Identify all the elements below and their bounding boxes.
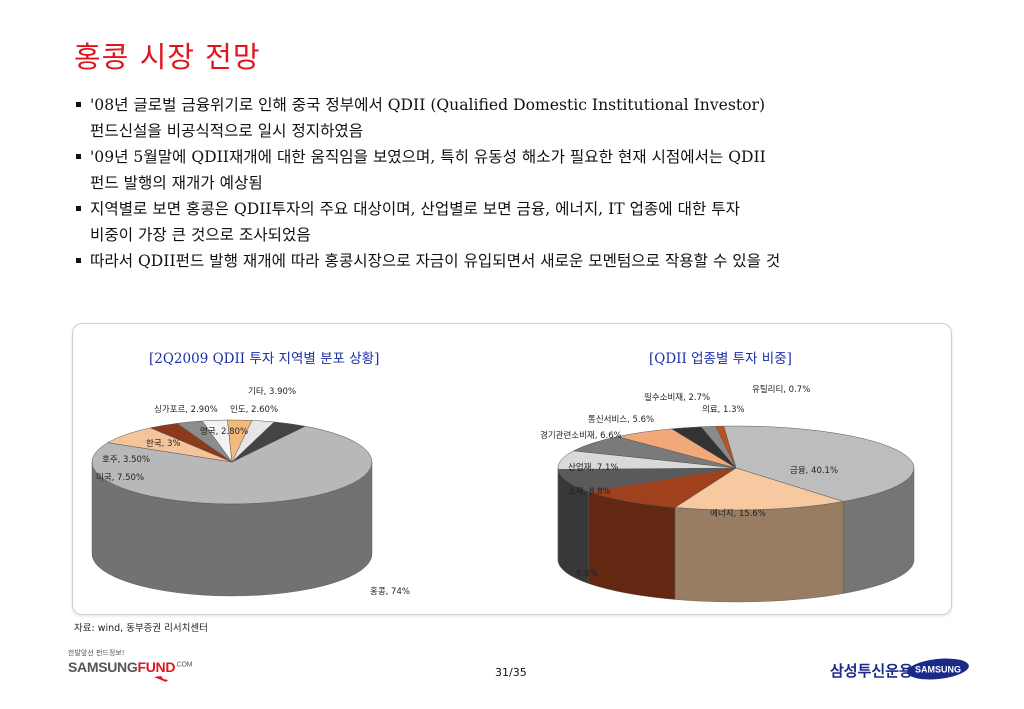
page-number: 31/35 <box>495 666 527 679</box>
samsungfund-logo[interactable]: SAMSUNGFUND.COM <box>68 659 193 675</box>
pie-slice-label: 산업재, 7.1% <box>568 462 618 473</box>
bullet-text-cont: 비중이 가장 큰 것으로 조사되었음 <box>90 226 311 244</box>
pie-slice-label: 기타, 3.90% <box>248 387 296 397</box>
bullet-text-cont: 펀드 발행의 재개가 예상됨 <box>90 174 263 192</box>
bullet-list: '08년 글로벌 금융위기로 인해 중국 정부에서 QDII (Qualifie… <box>74 92 994 274</box>
pie-slice <box>723 425 915 502</box>
pie-slice-label: 유틸리티, 0.7% <box>752 385 810 395</box>
samsung-logo-text: SAMSUNG <box>915 665 961 675</box>
pie-slice-label: 통신서비스, 5.6% <box>588 415 654 425</box>
pie-side-wall <box>588 491 676 600</box>
pie-slice-label: 인도, 2.60% <box>230 404 278 415</box>
pie-slice-label: 미국, 7.50% <box>96 473 144 483</box>
pie-slice-label: 경기관련소비재, 6.6% <box>540 430 622 441</box>
logo-main: SAMSUNG <box>68 659 138 675</box>
pie-slice <box>557 467 737 492</box>
pie-slice-label: 의료, 1.3% <box>702 404 745 415</box>
pie-slice-label: 영국, 2.80% <box>200 426 248 437</box>
pie-slice <box>231 421 307 463</box>
samsung-logo: SAMSUNG <box>907 658 969 680</box>
pie-slice-label: 9.8% <box>576 569 598 579</box>
bullet-text: 따라서 QDII펀드 발행 재개에 따라 홍콩시장으로 자금이 유입되면서 새로… <box>90 252 781 270</box>
logo-accent: FUND <box>137 659 176 675</box>
source-note: 자료: wind, 동부증권 리서치센터 <box>74 623 208 634</box>
bullet-text: '09년 5월말에 QDII재개에 대한 움직임을 보였으며, 특히 유동성 해… <box>90 148 766 166</box>
pie-slice-label: 에너지, 15.6% <box>710 508 766 519</box>
brand-name-kr: 삼성투신운용 <box>830 662 913 680</box>
sector-pie-chart: 금융, 40.1% 에너지, 15.6% 9.8% 소재, 8.8% 산업재, 7.1%… <box>540 385 915 603</box>
logo-sup: .COM <box>175 661 193 669</box>
footer-tagline: 한발앞선 펀드정보! <box>68 649 125 657</box>
logo-arrow-icon <box>154 676 168 682</box>
bullet-item: 지역별로 보면 홍콩은 QDII투자의 주요 대상이며, 산업별로 보면 금융,… <box>74 196 994 248</box>
pie-slice-label: 싱가포르, 2.90% <box>154 404 218 415</box>
pie-slice <box>715 425 737 469</box>
pie-slice-label: 소재, 8.8% <box>568 487 611 497</box>
pie-slice-label: 금융, 40.1% <box>790 466 838 476</box>
pie-slice <box>91 425 373 505</box>
pie-slice-label: 호주, 3.50% <box>102 455 150 465</box>
pie-slice-label: 필수소비재, 2.7% <box>644 392 710 403</box>
chart-title-sector: [QDII 업종별 투자 비중] <box>649 351 792 367</box>
pie-slice <box>588 467 737 508</box>
bullet-item: '09년 5월말에 QDII재개에 대한 움직임을 보였으며, 특히 유동성 해… <box>74 144 994 196</box>
bullet-text-cont: 펀드신설을 비공식적으로 일시 정지하였음 <box>90 122 364 140</box>
page-title: 홍콩 시장 전망 <box>74 40 261 74</box>
pie-slice <box>674 467 844 511</box>
region-pie-chart: 홍콩, 74% 미국, 7.50% 호주, 3.50% 한국, 3% 싱가포르, 2.9… <box>91 387 410 597</box>
chart-panel <box>72 323 952 615</box>
bullet-text: 지역별로 보면 홍콩은 QDII투자의 주요 대상이며, 산업별로 보면 금융,… <box>90 200 740 218</box>
bullet-item: '08년 글로벌 금융위기로 인해 중국 정부에서 QDII (Qualifie… <box>74 92 994 144</box>
chart-title-region: [2Q2009 QDII 투자 지역별 분포 상황] <box>149 351 380 367</box>
bullet-text: '08년 글로벌 금융위기로 인해 중국 정부에서 QDII (Qualifie… <box>90 96 766 114</box>
pie-slice-label: 홍콩, 74% <box>370 586 410 597</box>
pie-slice-label: 한국, 3% <box>146 439 181 449</box>
bullet-item: 따라서 QDII펀드 발행 재개에 따라 홍콩시장으로 자금이 유입되면서 새로… <box>74 248 994 274</box>
